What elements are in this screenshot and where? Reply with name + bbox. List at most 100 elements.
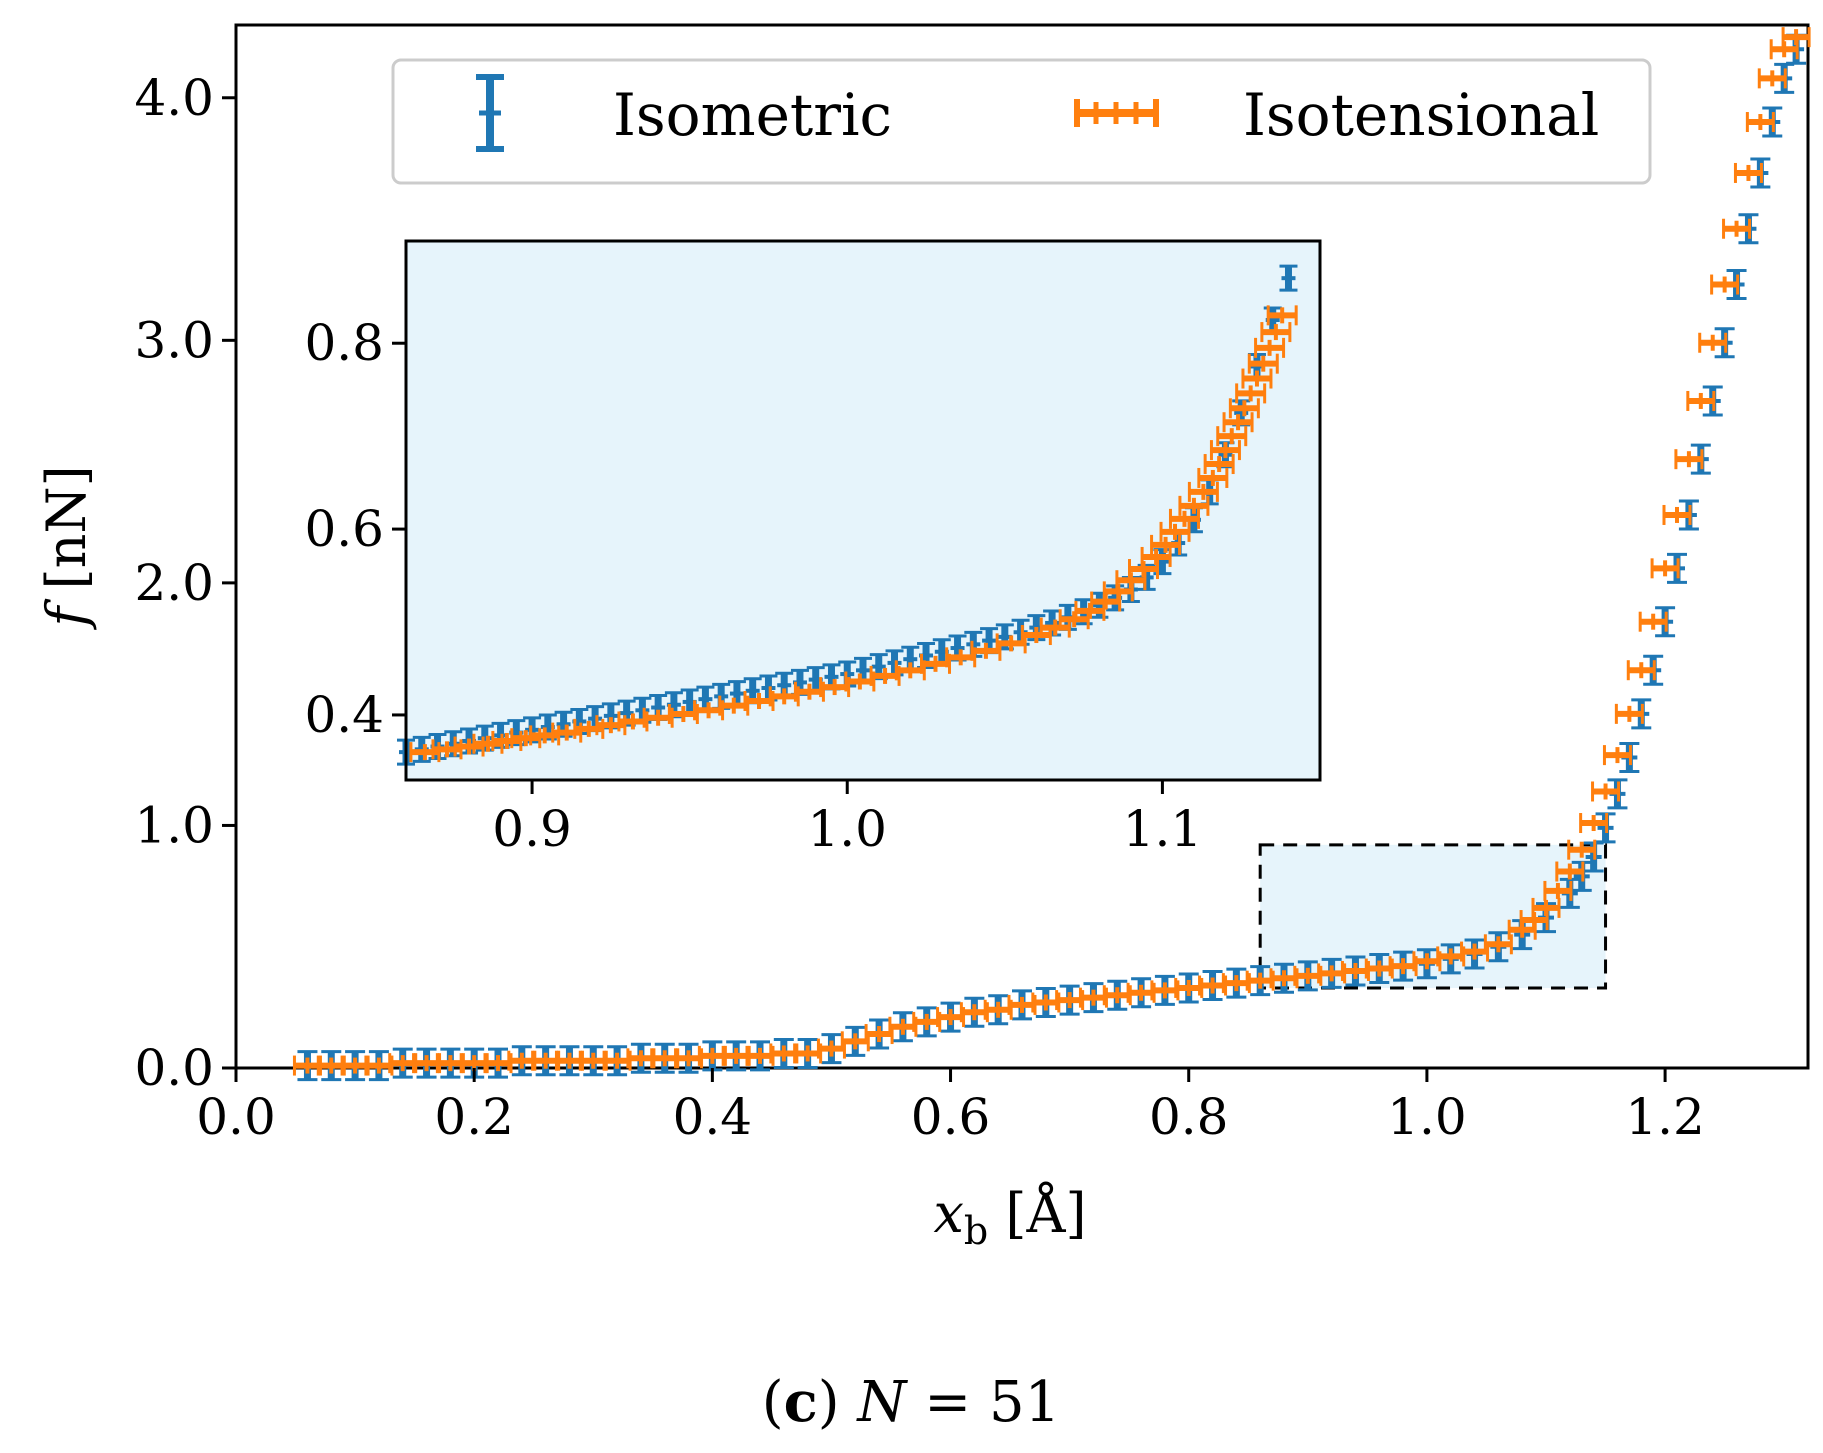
main-isotensional-point-65 (1674, 449, 1704, 470)
main-isotensional-point-66 (1686, 390, 1716, 411)
main-isotensional-point-58 (1591, 781, 1621, 802)
inset-y-tick-label-0: 0.4 (304, 686, 384, 744)
inset-x-ticks: 0.9 1.0 1.1 (492, 780, 1202, 858)
y-axis-label: f [nN] (35, 465, 98, 630)
inset-isotensional-point-43 (1216, 426, 1248, 447)
x-axis-label: xb [Å] (933, 1180, 1086, 1253)
main-x-tick-label-4: 0.8 (1149, 1088, 1229, 1146)
inset-isotensional-point-46 (1235, 383, 1267, 404)
inset-isotensional-point-44 (1222, 412, 1254, 433)
main-x-tick-label-1: 0.2 (434, 1088, 514, 1146)
main-isotensional-point-71 (1745, 112, 1775, 133)
inset-isotensional-point-36 (1159, 521, 1191, 542)
main-isotensional-point-67 (1698, 332, 1728, 353)
inset-x-tick-label-0: 0.9 (492, 800, 572, 858)
inset-isotensional-point-10 (617, 711, 649, 732)
main-series-isotensional (292, 27, 1811, 1076)
inset-y-ticks: 0.4 0.6 0.8 (304, 314, 406, 744)
main-x-tick-label-5: 1.0 (1387, 1088, 1467, 1146)
figure-caption: (c) N = 51 (762, 1369, 1060, 1435)
inset-isotensional-point-40 (1197, 467, 1229, 488)
inset-isotensional-point-14 (718, 695, 750, 716)
main-isotensional-point-48 (1436, 946, 1466, 967)
main-isotensional-point-61 (1626, 660, 1656, 681)
main-isotensional-point-53 (1531, 897, 1561, 918)
inset-isotensional-point-25 (995, 633, 1027, 654)
inset-x-tick-label-2: 1.1 (1123, 800, 1203, 858)
inset-isotensional-point-35 (1150, 534, 1182, 555)
main-y-tick-label-3: 3.0 (134, 311, 214, 369)
inset-y-tick-label-1: 0.6 (304, 500, 384, 558)
legend-marker-isotensional (1074, 99, 1159, 127)
main-isotensional-point-72 (1757, 68, 1787, 89)
inset-isotensional-point-50 (1260, 322, 1292, 343)
inset-isotensional-point-51 (1266, 305, 1298, 326)
main-y-tick-label-0: 0.0 (134, 1039, 214, 1097)
main-y-tick-label-4: 4.0 (134, 69, 214, 127)
main-isotensional-point-74 (1781, 27, 1811, 48)
main-x-tick-label-2: 0.4 (673, 1088, 753, 1146)
inset-isotensional-point-34 (1140, 546, 1172, 567)
main-isotensional-point-68 (1710, 274, 1740, 295)
main-isotensional-point-63 (1650, 558, 1680, 579)
main-x-tick-label-0: 0.0 (196, 1088, 276, 1146)
main-isotensional-point-8 (483, 1053, 513, 1074)
inset-isotensional-point-47 (1241, 368, 1273, 389)
main-isotensional-point-59 (1602, 745, 1632, 766)
legend-marker-isometric (476, 74, 504, 152)
main-x-tick-label-6: 1.2 (1625, 1088, 1705, 1146)
inset-plot: 0.9 1.0 1.1 0.4 0.6 0.8 (304, 239, 1322, 858)
main-x-ticks: 0.0 0.2 0.4 0.6 0.8 1.0 1.2 (196, 1068, 1705, 1146)
main-isotensional-point-7 (459, 1053, 489, 1074)
main-isotensional-point-43 (1317, 963, 1347, 984)
main-isotensional-point-54 (1543, 880, 1573, 901)
inset-series-isotensional (409, 305, 1298, 763)
inset-plot-border (404, 239, 1322, 782)
inset-x-tick-label-1: 1.0 (807, 800, 887, 858)
inset-isotensional-point-45 (1228, 398, 1260, 419)
main-isotensional-point-27 (936, 1007, 966, 1028)
main-isotensional-point-21 (793, 1043, 823, 1064)
inset-isotensional-point-39 (1187, 481, 1219, 502)
inset-isotensional-point-37 (1168, 508, 1200, 529)
main-y-tick-label-2: 2.0 (134, 554, 214, 612)
legend: Isometric Isotensional (391, 58, 1652, 185)
main-isotensional-point-64 (1662, 504, 1692, 525)
main-isotensional-point-17 (697, 1045, 727, 1066)
main-isotensional-point-56 (1567, 839, 1597, 860)
main-isotensional-point-69 (1722, 218, 1752, 239)
main-isotensional-point-12 (578, 1050, 608, 1071)
legend-label-isometric: Isometric (613, 81, 892, 149)
main-isotensional-point-50 (1483, 934, 1513, 955)
main-y-ticks: 0.0 1.0 2.0 3.0 4.0 (134, 69, 236, 1097)
inset-isotensional-point-26 (1020, 625, 1052, 646)
main-isotensional-point-46 (1388, 956, 1418, 977)
inset-plot-frame (404, 239, 1322, 782)
inset-isotensional-point-41 (1203, 454, 1235, 475)
inset-isotensional-point-48 (1247, 353, 1279, 374)
legend-box (391, 58, 1652, 185)
main-isotensional-point-40 (1245, 970, 1275, 991)
main-isotensional-point-20 (769, 1043, 799, 1064)
inset-y-tick-label-2: 0.8 (304, 314, 384, 372)
inset-isotensional-point-49 (1254, 337, 1286, 358)
inset-isotensional-point-23 (945, 647, 977, 668)
inset-isotensional-point-38 (1178, 495, 1210, 516)
main-isotensional-point-57 (1579, 813, 1609, 834)
inset-isotensional-point-29 (1074, 600, 1106, 621)
main-isotensional-point-70 (1733, 162, 1763, 183)
main-isotensional-point-33 (1078, 987, 1108, 1008)
inset-isotensional-point-18 (819, 677, 851, 698)
main-isotensional-point-41 (1269, 968, 1299, 989)
main-isotensional-point-62 (1638, 611, 1668, 632)
main-isotensional-point-0 (292, 1055, 322, 1076)
legend-label-isotensional: Isotensional (1243, 81, 1599, 149)
inset-isotensional-point-21 (894, 660, 926, 681)
main-isotensional-point-60 (1614, 703, 1644, 724)
main-y-tick-label-1: 1.0 (134, 796, 214, 854)
main-isotensional-point-55 (1555, 861, 1585, 882)
inset-isometric-point-56 (1279, 264, 1298, 292)
inset-isotensional-point-42 (1209, 440, 1241, 461)
main-x-tick-label-3: 0.6 (911, 1088, 991, 1146)
